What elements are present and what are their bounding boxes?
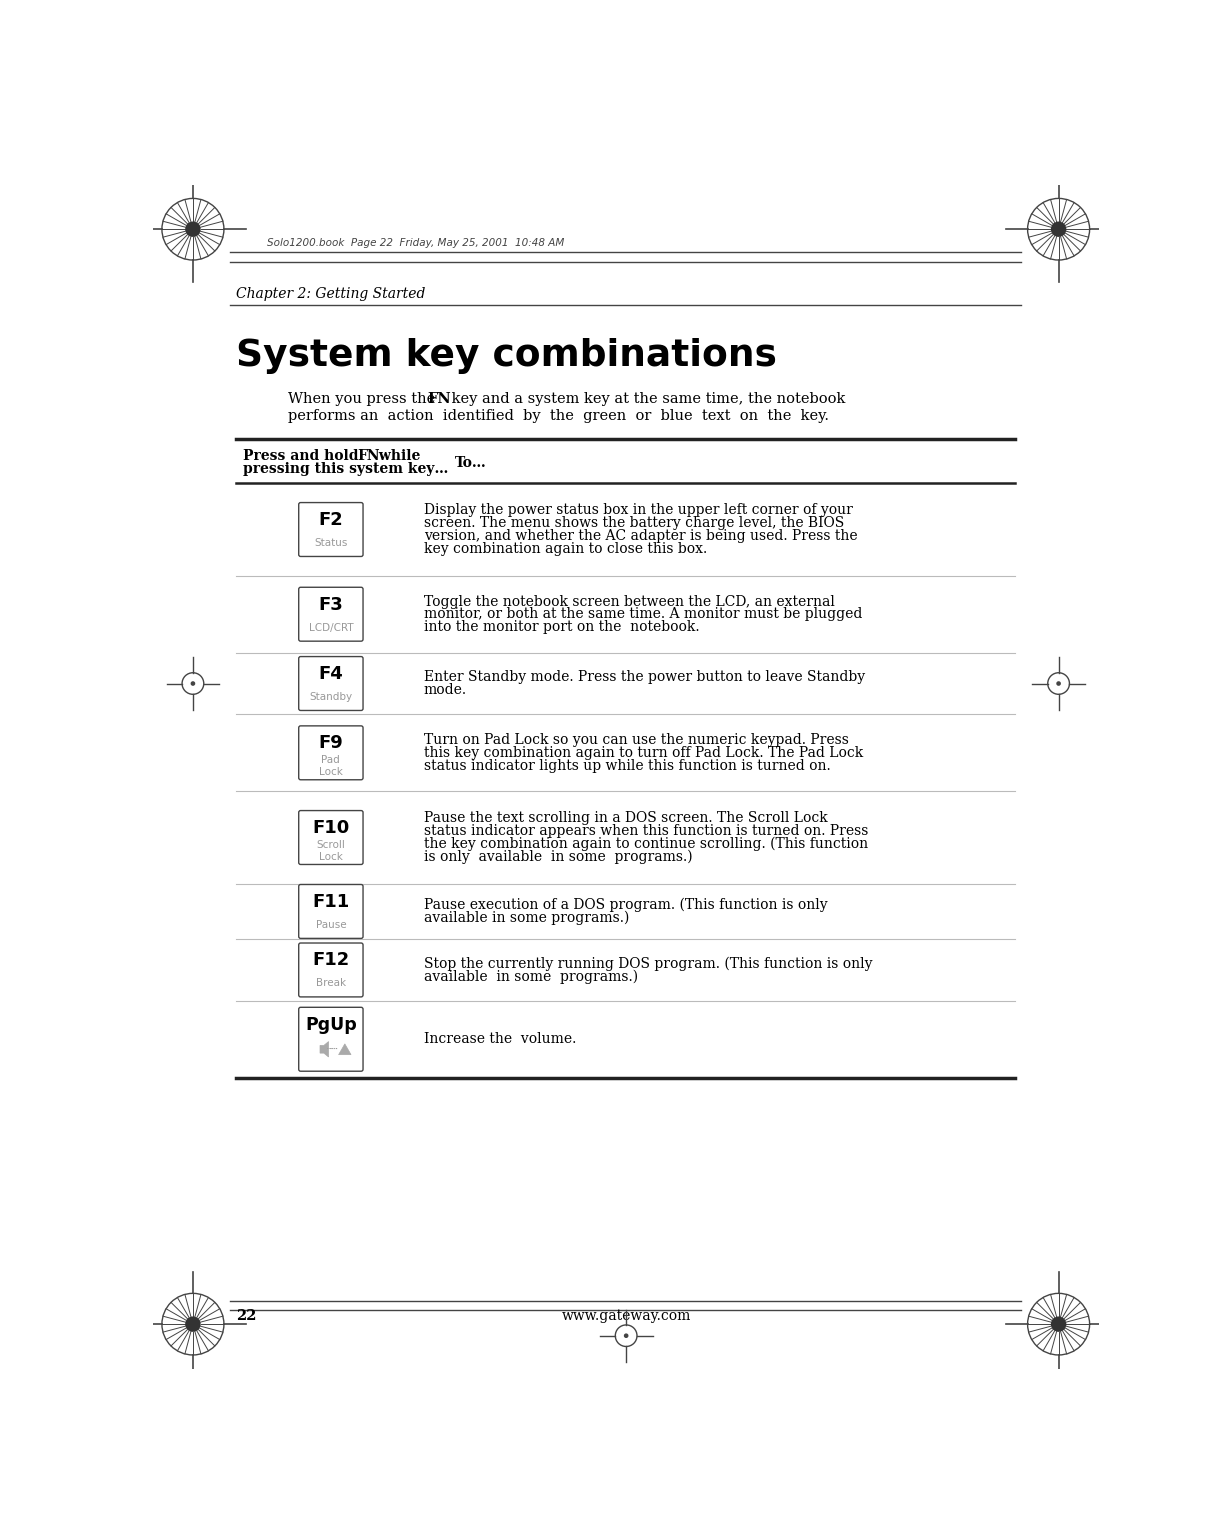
Text: status indicator appears when this function is turned on. Press: status indicator appears when this funct… bbox=[424, 824, 868, 838]
Text: Pause the text scrolling in a DOS screen. The Scroll Lock: Pause the text scrolling in a DOS screen… bbox=[424, 812, 828, 826]
Text: into the monitor port on the  notebook.: into the monitor port on the notebook. bbox=[424, 620, 700, 634]
Text: ┈: ┈ bbox=[326, 1044, 332, 1054]
Circle shape bbox=[186, 221, 200, 237]
FancyBboxPatch shape bbox=[299, 503, 363, 557]
Text: PgUp: PgUp bbox=[305, 1015, 357, 1034]
Circle shape bbox=[190, 681, 195, 686]
Text: Display the power status box in the upper left corner of your: Display the power status box in the uppe… bbox=[424, 503, 852, 517]
Text: performs an  action  identified  by  the  green  or  blue  text  on  the  key.: performs an action identified by the gre… bbox=[288, 409, 829, 423]
Text: Enter Standby mode. Press the power button to leave Standby: Enter Standby mode. Press the power butt… bbox=[424, 671, 864, 684]
Text: 22: 22 bbox=[237, 1309, 256, 1324]
FancyBboxPatch shape bbox=[299, 588, 363, 641]
Text: www.gateway.com: www.gateway.com bbox=[562, 1309, 691, 1324]
FancyBboxPatch shape bbox=[299, 1007, 363, 1070]
Circle shape bbox=[186, 1317, 200, 1332]
Text: Increase the  volume.: Increase the volume. bbox=[424, 1032, 576, 1046]
Text: Status: Status bbox=[314, 538, 348, 548]
Text: Chapter 2: Getting Started: Chapter 2: Getting Started bbox=[237, 288, 426, 301]
Text: available in some programs.): available in some programs.) bbox=[424, 910, 629, 924]
Text: Stop the currently running DOS program. (This function is only: Stop the currently running DOS program. … bbox=[424, 957, 872, 970]
Text: FN: FN bbox=[358, 449, 380, 463]
FancyBboxPatch shape bbox=[299, 943, 363, 997]
Text: F12: F12 bbox=[313, 952, 349, 969]
Text: Pause: Pause bbox=[315, 920, 347, 930]
FancyBboxPatch shape bbox=[299, 726, 363, 780]
Text: status indicator lights up while this function is turned on.: status indicator lights up while this fu… bbox=[424, 758, 830, 772]
Text: Standby: Standby bbox=[309, 692, 353, 701]
Text: Pad
Lock: Pad Lock bbox=[319, 755, 343, 777]
Circle shape bbox=[1056, 681, 1061, 686]
Text: FN: FN bbox=[427, 392, 452, 406]
FancyBboxPatch shape bbox=[299, 884, 363, 938]
Text: Toggle the notebook screen between the LCD, an external: Toggle the notebook screen between the L… bbox=[424, 595, 835, 609]
Text: Pause execution of a DOS program. (This function is only: Pause execution of a DOS program. (This … bbox=[424, 898, 828, 912]
Text: mode.: mode. bbox=[424, 683, 466, 697]
Text: To…: To… bbox=[455, 455, 487, 469]
Text: F11: F11 bbox=[313, 894, 349, 910]
Circle shape bbox=[1051, 221, 1066, 237]
Text: Solo1200.book  Page 22  Friday, May 25, 2001  10:48 AM: Solo1200.book Page 22 Friday, May 25, 20… bbox=[267, 238, 564, 248]
Text: F10: F10 bbox=[313, 818, 349, 837]
Polygon shape bbox=[320, 1041, 328, 1057]
Text: F3: F3 bbox=[319, 595, 343, 614]
Circle shape bbox=[624, 1333, 629, 1338]
Text: F9: F9 bbox=[319, 734, 343, 752]
Text: System key combinations: System key combinations bbox=[237, 337, 778, 374]
Text: is only  available  in some  programs.): is only available in some programs.) bbox=[424, 849, 692, 864]
FancyBboxPatch shape bbox=[299, 811, 363, 864]
Text: F4: F4 bbox=[319, 664, 343, 683]
Text: When you press the: When you press the bbox=[288, 392, 440, 406]
Text: key combination again to close this box.: key combination again to close this box. bbox=[424, 541, 707, 555]
Text: pressing this system key…: pressing this system key… bbox=[243, 463, 448, 477]
Text: Scroll
Lock: Scroll Lock bbox=[316, 840, 346, 861]
Text: available  in some  programs.): available in some programs.) bbox=[424, 969, 639, 983]
Circle shape bbox=[1051, 1317, 1066, 1332]
Text: monitor, or both at the same time. A monitor must be plugged: monitor, or both at the same time. A mon… bbox=[424, 608, 862, 621]
Text: Press and hold: Press and hold bbox=[243, 449, 363, 463]
Text: key and a system key at the same time, the notebook: key and a system key at the same time, t… bbox=[447, 392, 845, 406]
Polygon shape bbox=[338, 1044, 350, 1055]
Text: screen. The menu shows the battery charge level, the BIOS: screen. The menu shows the battery charg… bbox=[424, 517, 844, 531]
Text: Break: Break bbox=[316, 978, 346, 989]
Text: version, and whether the AC adapter is being used. Press the: version, and whether the AC adapter is b… bbox=[424, 529, 857, 543]
Text: this key combination again to turn off Pad Lock. The Pad Lock: this key combination again to turn off P… bbox=[424, 746, 863, 760]
Text: while: while bbox=[374, 449, 420, 463]
Text: ┈: ┈ bbox=[330, 1043, 337, 1055]
Text: the key combination again to continue scrolling. (This function: the key combination again to continue sc… bbox=[424, 837, 868, 851]
Text: Turn on Pad Lock so you can use the numeric keypad. Press: Turn on Pad Lock so you can use the nume… bbox=[424, 734, 849, 747]
Text: F2: F2 bbox=[319, 511, 343, 529]
Text: LCD/CRT: LCD/CRT bbox=[309, 623, 353, 632]
FancyBboxPatch shape bbox=[299, 657, 363, 711]
